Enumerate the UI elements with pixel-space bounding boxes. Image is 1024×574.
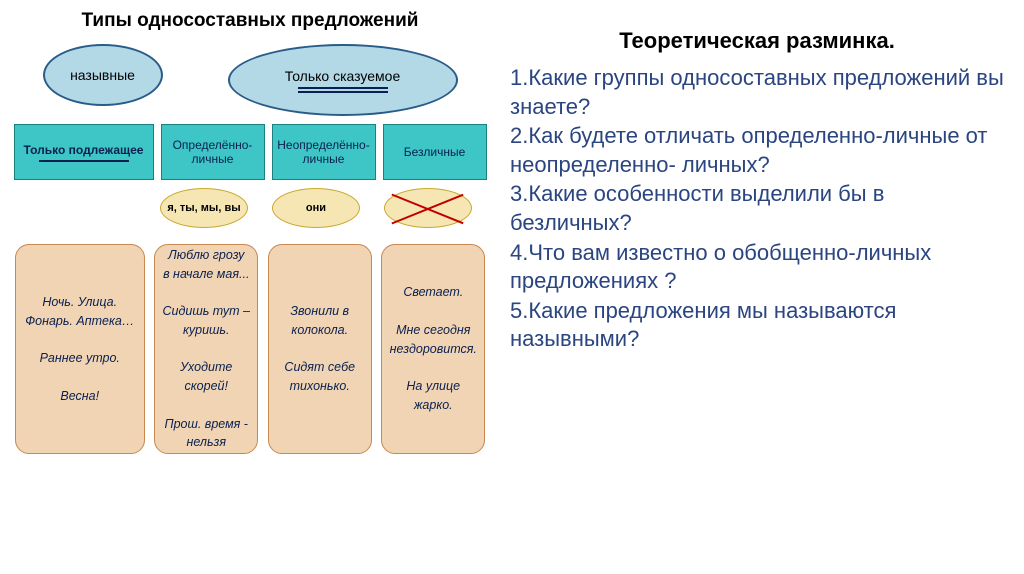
double-underline-icon	[298, 87, 388, 93]
question-4: 4.Что вам известно о обобщенно-личных пр…	[510, 239, 1004, 296]
text-panel: Теоретическая разминка. 1.Какие группы о…	[490, 10, 1014, 564]
pill-pronouns-1: я, ты, мы, вы	[160, 188, 248, 228]
ellipse-right-label: Только сказуемое	[285, 68, 401, 84]
examples-1-text: Ночь. Улица. Фонарь. Аптека… Раннее утро…	[25, 293, 134, 406]
pill-cross-icon	[384, 188, 472, 228]
rect-bezlichnye: Безличные	[383, 124, 487, 180]
rect-1-label: Только подлежащее	[24, 143, 144, 157]
row-rects: Только подлежащее Определённо- личные Не…	[10, 124, 490, 180]
examples-col-4: Светает. Мне сегодня нездоровится. На ул…	[381, 244, 485, 454]
ellipse-left-label: назывные	[70, 67, 135, 83]
section-heading: Теоретическая разминка.	[510, 28, 1004, 54]
ellipse-nazyvnye: назывные	[43, 44, 163, 106]
pill-pronouns-2: они	[272, 188, 360, 228]
diagram-panel: Типы односоставных предложений назывные …	[10, 10, 490, 564]
question-5: 5.Какие предложения мы называются назывн…	[510, 297, 1004, 354]
examples-2-text: Люблю грозу в начале мая... Сидишь тут –…	[161, 246, 251, 452]
examples-col-1: Ночь. Улица. Фонарь. Аптека… Раннее утро…	[15, 244, 145, 454]
examples-col-3: Звонили в колокола. Сидят себе тихонько.	[268, 244, 372, 454]
question-2: 2.Как будете отличать определенно-личные…	[510, 122, 1004, 179]
row-examples: Ночь. Улица. Фонарь. Аптека… Раннее утро…	[10, 244, 490, 454]
single-underline-icon	[39, 160, 129, 162]
row-ellipses: назывные Только сказуемое	[10, 44, 490, 116]
rect-2-label: Определённо- личные	[173, 138, 253, 166]
question-1: 1.Какие группы односоставных предложений…	[510, 64, 1004, 121]
rect-4-label: Безличные	[404, 145, 466, 159]
examples-4-text: Светает. Мне сегодня нездоровится. На ул…	[388, 283, 478, 414]
rect-neopredelenno: Неопределённо- личные	[272, 124, 376, 180]
rect-3-label: Неопределённо- личные	[277, 138, 369, 166]
rect-podlezhashchee: Только подлежащее	[14, 124, 154, 180]
examples-col-2: Люблю грозу в начале мая... Сидишь тут –…	[154, 244, 258, 454]
row-pills: я, ты, мы, вы они	[10, 188, 490, 228]
rect-opredelenno: Определённо- личные	[161, 124, 265, 180]
question-3: 3.Какие особенности выделили бы в безлич…	[510, 180, 1004, 237]
diagram-title: Типы односоставных предложений	[10, 10, 490, 32]
pill-2-label: они	[306, 202, 326, 214]
examples-3-text: Звонили в колокола. Сидят себе тихонько.	[284, 302, 355, 396]
ellipse-skazuemoe: Только сказуемое	[228, 44, 458, 116]
pill-1-label: я, ты, мы, вы	[167, 202, 240, 214]
